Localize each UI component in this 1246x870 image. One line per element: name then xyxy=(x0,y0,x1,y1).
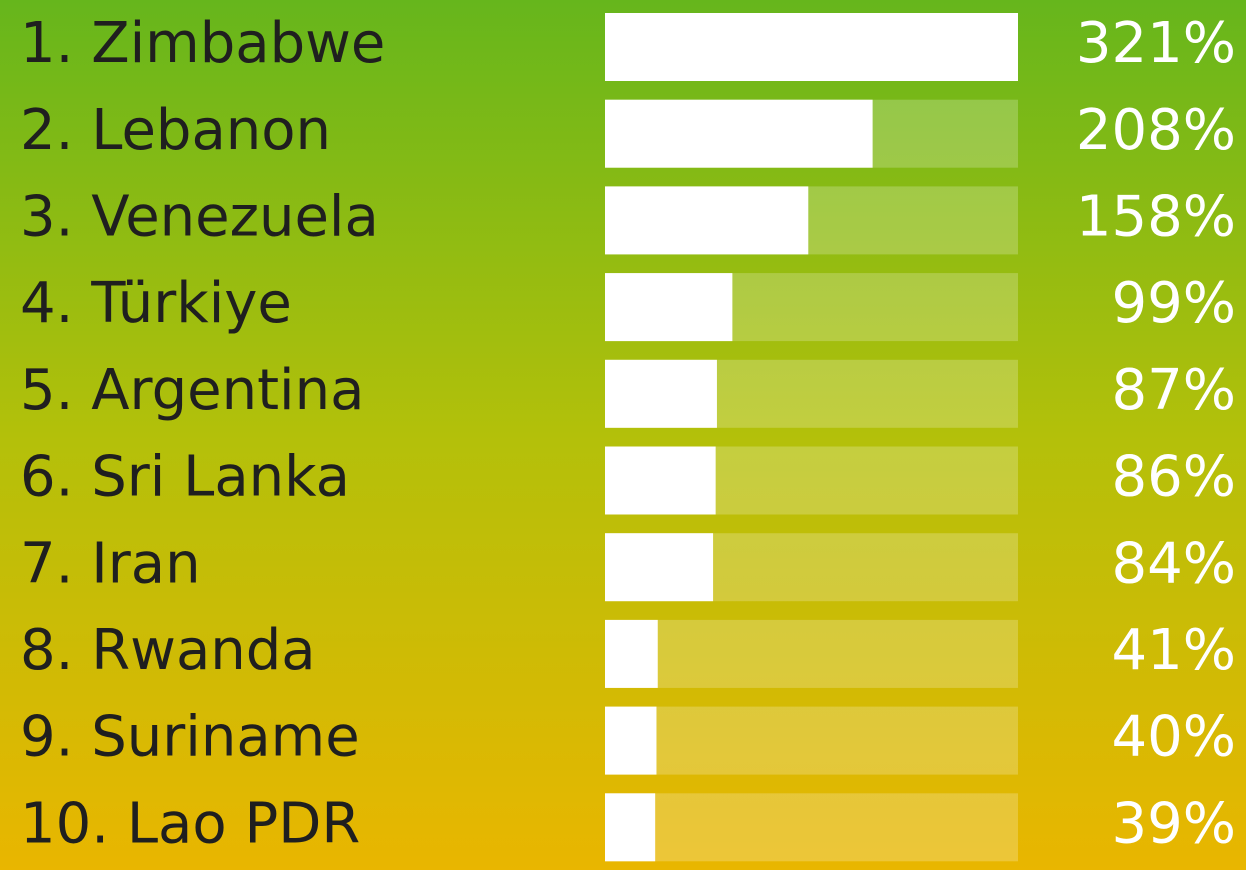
value-label: 87% xyxy=(1112,358,1236,423)
bar xyxy=(605,533,714,602)
value-label: 321% xyxy=(1076,11,1236,76)
category-label: 3. Venezuela xyxy=(20,185,379,250)
bar-track xyxy=(605,793,1018,862)
bar xyxy=(605,99,873,168)
bar xyxy=(605,359,717,428)
category-label: 7. Iran xyxy=(20,531,201,596)
bar xyxy=(605,619,658,688)
value-label: 208% xyxy=(1076,98,1236,163)
bar-track xyxy=(605,706,1018,775)
category-label: 6. Sri Lanka xyxy=(20,445,350,510)
category-label: 5. Argentina xyxy=(20,358,364,423)
category-label: 1. Zimbabwe xyxy=(20,11,385,76)
value-label: 158% xyxy=(1076,185,1236,250)
value-label: 41% xyxy=(1112,618,1236,683)
value-label: 40% xyxy=(1112,705,1236,770)
bar xyxy=(605,273,733,342)
category-label: 2. Lebanon xyxy=(20,98,331,163)
bar-track xyxy=(605,619,1018,688)
value-label: 99% xyxy=(1112,271,1236,336)
value-label: 86% xyxy=(1112,445,1236,510)
category-label: 8. Rwanda xyxy=(20,618,316,683)
category-label: 9. Suriname xyxy=(20,705,360,770)
bar xyxy=(605,446,716,515)
bar xyxy=(605,706,657,775)
bar xyxy=(605,13,1018,81)
bar xyxy=(605,793,656,862)
category-label: 4. Türkiye xyxy=(20,271,292,336)
bar xyxy=(605,186,809,255)
value-label: 84% xyxy=(1112,531,1236,596)
category-label: 10. Lao PDR xyxy=(20,791,360,856)
value-label: 39% xyxy=(1112,791,1236,856)
